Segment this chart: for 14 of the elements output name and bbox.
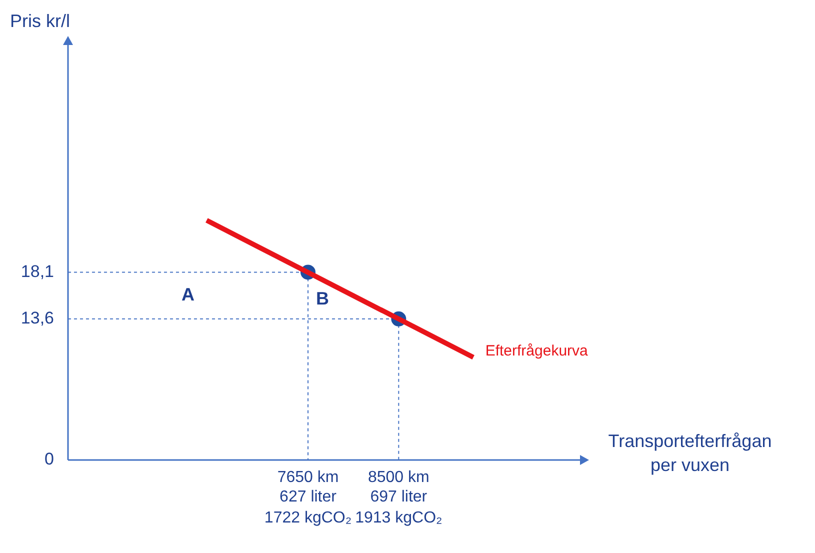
y-tick-label: 0: [44, 450, 54, 469]
series-label: Efterfrågekurva: [485, 342, 589, 360]
y-tick-label: 13,6: [20, 308, 54, 328]
y-axis-title: Pris kr/l: [10, 11, 70, 31]
x-tick-label: 8500 km: [368, 469, 430, 486]
text: 1913 kgCO₂: [355, 509, 442, 526]
text: 697 liter: [370, 488, 428, 506]
text: 1722 kgCO₂: [264, 509, 352, 526]
annotation: A: [182, 284, 194, 305]
x-tick-label: 7650 km: [277, 469, 339, 486]
text: 627 liter: [280, 488, 338, 506]
y-tick-label: 18,1: [20, 262, 54, 281]
annotation: B: [316, 288, 329, 309]
x-axis-title: Transportefterfrågan per vuxen: [608, 430, 772, 475]
